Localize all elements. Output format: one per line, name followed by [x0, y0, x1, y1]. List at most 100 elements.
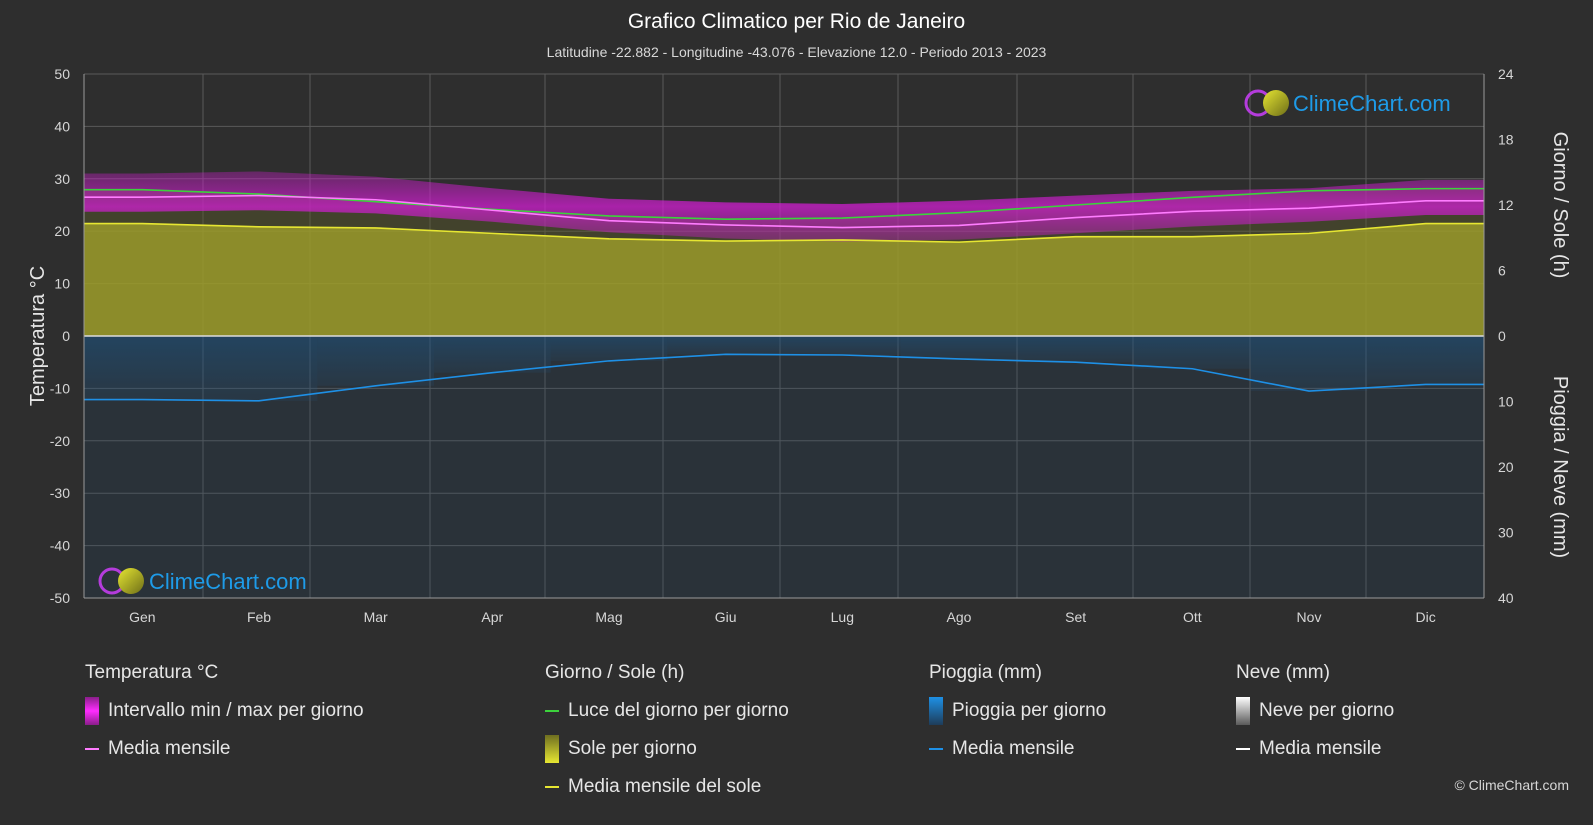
rain-bar [1017, 336, 1134, 363]
legend-temp-mean: Media mensile [85, 738, 364, 760]
brand-logo-top: ClimeChart.com [1244, 89, 1451, 117]
sun-mean-line [84, 222, 1484, 243]
legend-rain-title: Pioggia (mm) [929, 662, 1042, 683]
left-tick-label: -50 [50, 590, 70, 606]
month-tick-label: Feb [247, 609, 271, 625]
rain-background [84, 336, 1484, 598]
month-tick-label: Ott [1183, 609, 1202, 625]
legend-snow-mean-label: Media mensile [1259, 738, 1382, 759]
legend-temp-mean-label: Media mensile [108, 738, 231, 759]
legend-sun-mean: Media mensile del sole [545, 776, 789, 798]
temp-range-swatch [85, 697, 99, 725]
left-tick-label: -20 [50, 433, 70, 449]
month-tick-label: Mag [595, 609, 622, 625]
right-precip-tick-label: 10 [1498, 394, 1514, 410]
legend-sun-mean-label: Media mensile del sole [568, 776, 762, 797]
left-tick-label: 30 [54, 171, 70, 187]
rain-bar [900, 336, 1018, 359]
right-axis-title-top: Giorno / Sole (h) [1549, 132, 1571, 279]
right-hours-tick-label: 12 [1498, 197, 1514, 213]
rain-bar [200, 336, 318, 401]
brand-logo-bottom: ClimeChart.com [98, 567, 307, 595]
month-tick-label: Lug [831, 609, 854, 625]
left-tick-label: 50 [54, 66, 70, 82]
daylight-line [84, 187, 1484, 220]
legend-rain-mean: Media mensile [929, 738, 1106, 760]
sun-mean-swatch [545, 786, 559, 788]
legend-temperature: Temperatura °C Intervallo min / max per … [85, 662, 364, 776]
temp-mean-swatch [85, 748, 99, 750]
right-hours-tick-label: 24 [1498, 66, 1514, 82]
rain-swatch [929, 697, 943, 725]
legend-snow-day: Neve per giorno [1236, 697, 1395, 725]
legend-daylight-title: Giorno / Sole (h) [545, 662, 685, 683]
left-tick-label: 20 [54, 223, 70, 239]
copyright-notice: © ClimeChart.com [1454, 777, 1569, 793]
legend-snow-mean: Media mensile [1236, 738, 1394, 760]
left-tick-label: -40 [50, 538, 70, 554]
left-tick-label: -10 [50, 380, 70, 396]
legend-snow-title: Neve (mm) [1236, 662, 1330, 683]
sun-swatch [545, 735, 559, 763]
rain-bar [84, 336, 201, 400]
brand-globe-icon [1263, 90, 1289, 116]
month-tick-label: Giu [715, 609, 737, 625]
legend-temp-range-label: Intervallo min / max per giorno [108, 700, 364, 721]
left-axis-title: Temperatura °C [27, 266, 49, 406]
left-tick-label: 40 [54, 118, 70, 134]
temperature-mean-line [84, 194, 1484, 229]
legend-daylight: Giorno / Sole (h) Luce del giorno per gi… [545, 662, 789, 814]
legend-sun-label: Sole per giorno [568, 738, 697, 759]
rain-bar [1134, 336, 1251, 369]
month-tick-label: Mar [364, 609, 388, 625]
chart-subtitle: Latitudine -22.882 - Longitudine -43.076… [546, 44, 1047, 60]
legend-rain-mean-label: Media mensile [952, 738, 1075, 759]
rain-bar [784, 336, 901, 355]
snow-mean-swatch [1236, 748, 1250, 750]
month-tick-label: Gen [129, 609, 155, 625]
legend-snow-day-label: Neve per giorno [1259, 700, 1395, 721]
legend-daylight-line: Luce del giorno per giorno [545, 700, 789, 722]
rain-bar [434, 336, 551, 373]
chart-title: Grafico Climatico per Rio de Janeiro [627, 10, 966, 33]
legend-rain-day: Pioggia per giorno [929, 697, 1107, 725]
month-tick-label: Nov [1297, 609, 1322, 625]
month-tick-label: Ago [947, 609, 972, 625]
right-hours-tick-label: 0 [1498, 328, 1506, 344]
legend-rain: Pioggia (mm) Pioggia per giorno Media me… [929, 662, 1106, 776]
month-tick-label: Dic [1416, 609, 1436, 625]
rain-bar [667, 336, 784, 355]
snow-swatch [1236, 697, 1250, 725]
brand-name-bottom: ClimeChart.com [149, 569, 307, 594]
legend-temperature-title: Temperatura °C [85, 662, 219, 683]
right-precip-tick-label: 30 [1498, 525, 1514, 541]
daylight-swatch [545, 710, 559, 712]
left-tick-label: -30 [50, 485, 70, 501]
rain-bar [317, 336, 434, 386]
sunshine-area [84, 223, 1484, 336]
right-precip-tick-label: 20 [1498, 459, 1514, 475]
axes: 50 40 30 20 10 0 -10 -20 -30 -40 -50 24 18 12 6 0 10 20 30… [50, 66, 1514, 625]
right-precip-tick-label: 40 [1498, 590, 1514, 606]
data-lines [84, 187, 1484, 402]
temperature-range-band [84, 171, 1484, 242]
right-hours-tick-label: 6 [1498, 263, 1506, 279]
brand-globe-icon [118, 568, 144, 594]
month-tick-label: Apr [481, 609, 503, 625]
left-tick-label: 10 [54, 276, 70, 292]
legend-daylight-label: Luce del giorno per giorno [568, 700, 789, 721]
legend-temp-range: Intervallo min / max per giorno [85, 697, 364, 725]
legend-sun-day: Sole per giorno [545, 735, 789, 763]
rain-bar [1367, 336, 1484, 385]
rain-bar [1250, 336, 1368, 392]
legend-rain-day-label: Pioggia per giorno [952, 700, 1107, 721]
rain-mean-line [84, 353, 1484, 402]
right-hours-tick-label: 18 [1498, 132, 1514, 148]
month-tick-label: Set [1065, 609, 1086, 625]
rain-mean-swatch [929, 748, 943, 750]
rain-bar [550, 336, 668, 361]
right-axis-title-bottom: Pioggia / Neve (mm) [1549, 376, 1571, 558]
brand-name-top: ClimeChart.com [1293, 91, 1451, 116]
left-tick-label: 0 [62, 328, 70, 344]
